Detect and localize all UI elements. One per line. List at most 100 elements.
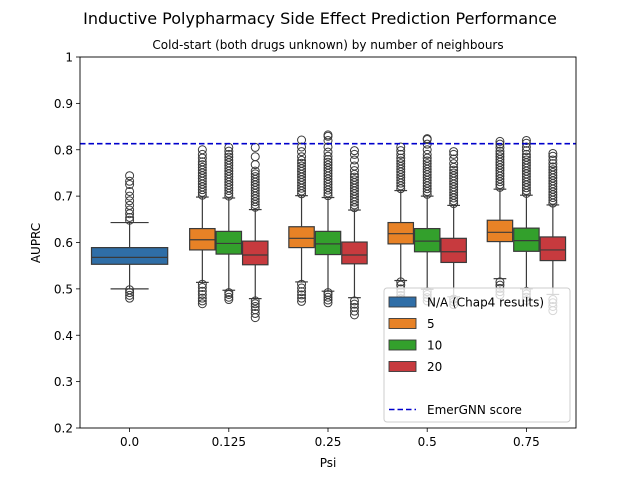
box-20-outlier — [250, 305, 260, 315]
box-10-outlier — [422, 156, 432, 166]
box-10-outlier — [323, 288, 333, 298]
box-10-outlier — [521, 155, 531, 165]
box-20-outlier — [449, 159, 459, 169]
box-5-outlier — [396, 146, 406, 156]
legend-swatch-5 — [388, 318, 417, 329]
box-5-outlier — [495, 152, 505, 162]
box-n-a-chap4-results--outlier — [125, 180, 135, 190]
box-20-outlier — [349, 310, 359, 320]
box-20-outlier — [548, 155, 558, 165]
box-5-outlier — [396, 277, 406, 287]
box-5-outlier — [197, 149, 207, 159]
box-10-iqr — [314, 230, 342, 256]
box-10-outlier — [323, 151, 333, 161]
box-10-outlier — [521, 149, 531, 159]
y-tick-label: 0.5 — [54, 282, 73, 296]
legend-label: 5 — [427, 317, 435, 331]
box-n-a-chap4-results--outlier — [125, 290, 135, 300]
box-20-outlier — [449, 149, 459, 159]
box-5-outlier — [197, 145, 207, 155]
box-n-a-chap4-results--outlier — [125, 200, 135, 210]
box-5-outlier — [495, 277, 505, 287]
y-tick-label: 0.4 — [54, 329, 73, 343]
box-5-outlier — [297, 158, 307, 168]
x-tick-label: 0.0 — [120, 435, 139, 449]
box-5-iqr — [288, 226, 315, 249]
y-tick-label: 0.7 — [54, 190, 73, 204]
box-10-outlier — [224, 292, 234, 302]
box-20-iqr — [539, 236, 567, 262]
box-5-outlier — [396, 142, 406, 152]
box-10-outlier — [422, 159, 432, 169]
box-10-outlier — [521, 146, 531, 156]
y-tick-label: 1 — [65, 51, 73, 65]
box-n-a-chap4-results--outlier — [125, 285, 135, 295]
legend-label: 20 — [427, 360, 442, 374]
box-5-outlier — [297, 152, 307, 162]
box-20-outlier — [548, 159, 558, 169]
box-n-a-chap4-results--outlier — [125, 288, 135, 298]
box-20-outlier — [250, 308, 260, 318]
box-20-outlier — [548, 148, 558, 158]
x-tick-label: 0.5 — [418, 435, 437, 449]
box-20-outlier — [349, 166, 359, 176]
x-axis-label: Psi — [320, 456, 337, 470]
box-20-outlier — [349, 172, 359, 182]
box-20-iqr — [440, 237, 467, 264]
box-n-a-chap4-results--outlier — [125, 176, 135, 186]
box-5-outlier — [495, 146, 505, 156]
x-tick-label: 0.125 — [212, 435, 246, 449]
box-10-outlier — [224, 152, 234, 162]
box-5-outlier — [197, 160, 207, 170]
box-5-outlier — [495, 136, 505, 146]
box-5-outlier — [197, 162, 207, 172]
box-5-outlier — [197, 296, 207, 306]
box-5-outlier — [396, 156, 406, 166]
box-20-outlier — [349, 175, 359, 185]
box-5-outlier — [197, 279, 207, 289]
box-20-outlier — [548, 162, 558, 172]
chart-title: Inductive Polypharmacy Side Effect Predi… — [83, 9, 557, 28]
box-10-iqr — [413, 227, 441, 253]
box-20-outlier — [548, 165, 558, 175]
box-n-a-chap4-results--outlier — [125, 191, 135, 201]
box-5-outlier — [197, 157, 207, 167]
box-5-outlier — [297, 293, 307, 303]
legend-swatch-20 — [388, 361, 417, 372]
y-tick-label: 0.9 — [54, 97, 73, 111]
box-5-outlier — [297, 296, 307, 306]
legend-swatch-10 — [388, 339, 417, 351]
legend-box — [383, 287, 571, 423]
box-5-outlier — [297, 279, 307, 289]
box-20-outlier — [548, 167, 558, 177]
box-5-outlier — [197, 282, 207, 292]
box-5-outlier — [495, 139, 505, 149]
box-5-outlier — [297, 161, 307, 171]
box-20-outlier — [349, 296, 359, 306]
box-20-outlier — [349, 149, 359, 159]
box-10-outlier — [323, 295, 333, 305]
box-5-outlier — [297, 155, 307, 165]
box-20-outlier — [349, 299, 359, 309]
box-20-outlier — [349, 306, 359, 316]
box-20-outlier — [449, 154, 459, 164]
box-20-outlier — [349, 155, 359, 165]
box-10-outlier — [224, 155, 234, 165]
box-5-outlier — [495, 149, 505, 159]
box-n-a-chap4-results--outlier — [125, 196, 135, 206]
legend-label: 10 — [427, 339, 442, 353]
box-10-outlier — [224, 288, 234, 298]
box-20-outlier — [250, 299, 260, 309]
box-n-a-chap4-results--outlier — [125, 186, 135, 196]
chart-subtitle: Cold-start (both drugs unknown) by numbe… — [152, 38, 503, 52]
box-10-iqr — [215, 230, 243, 255]
box-n-a-chap4-results--outlier — [125, 171, 135, 181]
box-10-outlier — [323, 154, 333, 164]
x-tick-label: 0.75 — [513, 435, 540, 449]
box-n-a-chap4-results--outlier — [125, 215, 135, 225]
box-20-outlier — [250, 296, 260, 306]
box-20-outlier — [250, 169, 260, 179]
box-20-iqr — [341, 241, 368, 265]
legend-swatch-n-a-chap4-results- — [388, 296, 417, 308]
